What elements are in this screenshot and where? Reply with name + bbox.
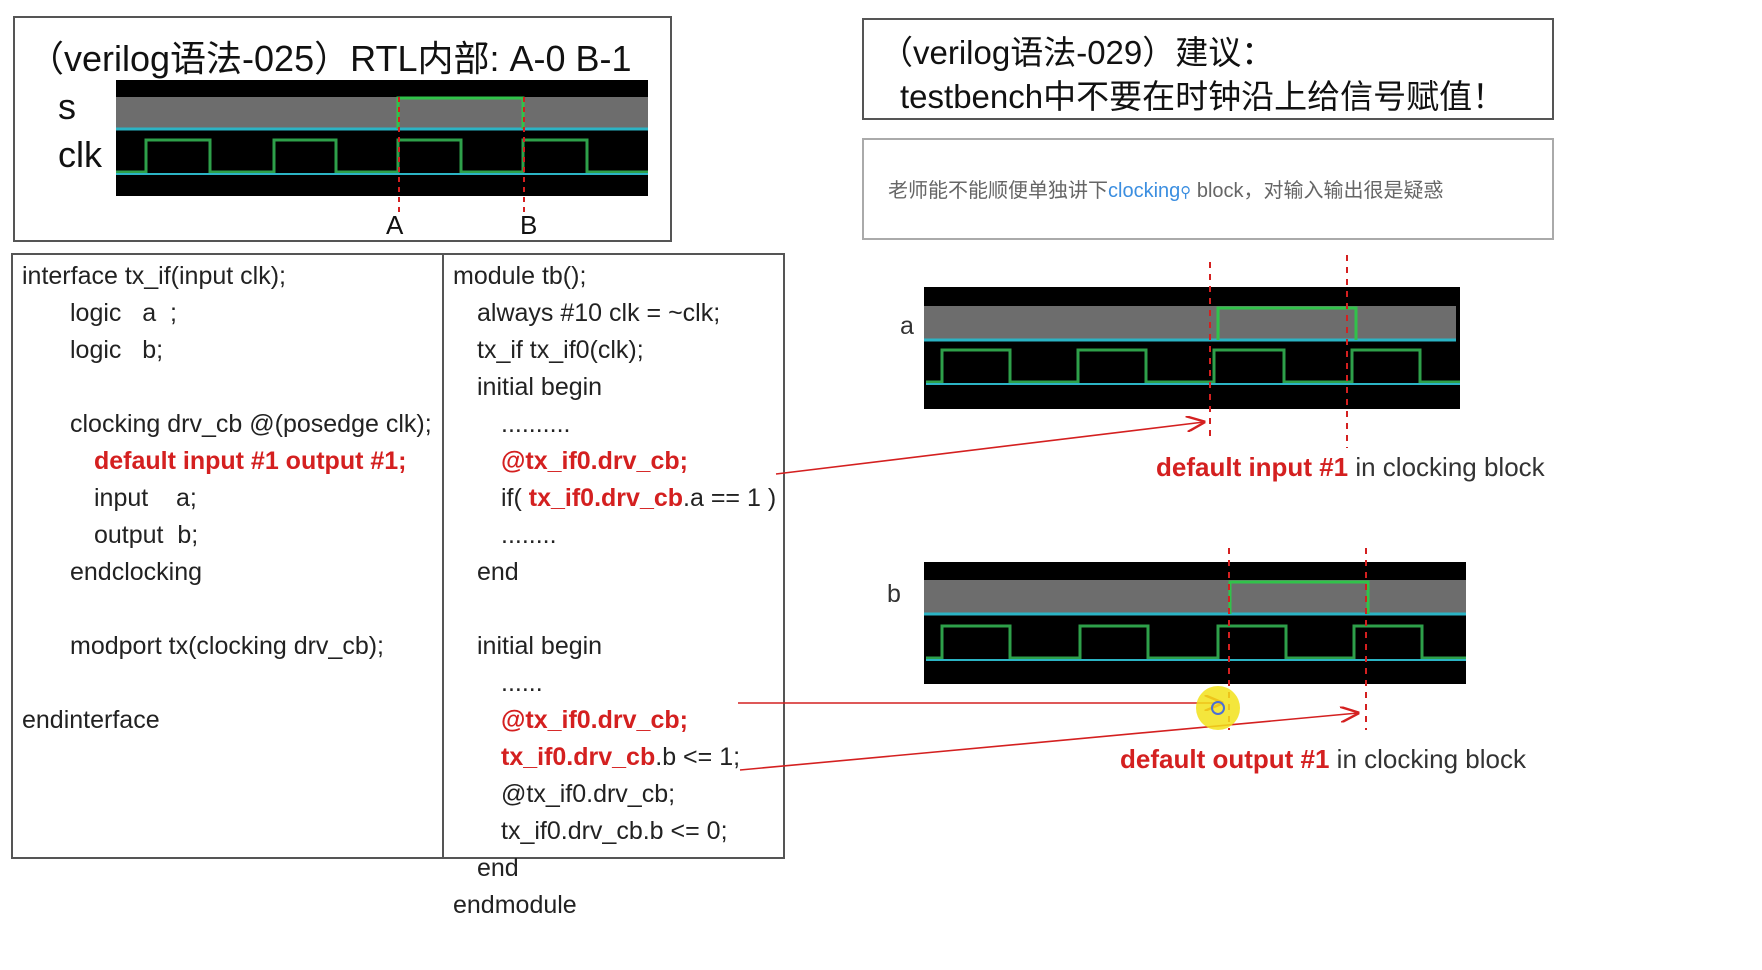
module-code-block: module tb(); always #10 clk = ~clk; tx_if …	[453, 258, 776, 924]
code-line: end	[477, 558, 519, 586]
marker-label-b: B	[520, 210, 538, 240]
caption-default-input: default input #1 in clocking block	[1156, 452, 1545, 483]
wave-b-bus	[924, 580, 1466, 614]
comment-link-clocking[interactable]: clocking	[1108, 180, 1181, 202]
code-line: initial begin	[477, 632, 603, 660]
arrow-if-to-input	[775, 422, 1204, 475]
caption-output-rest: in clocking block	[1329, 744, 1526, 774]
question-comment: 老师能不能顺便单独讲下clocking⚲ block，对输入输出很是疑惑	[888, 174, 1444, 203]
code-line: ........	[501, 521, 557, 549]
code-line: if( tx_if0.drv_cb.a == 1 )	[501, 484, 777, 512]
code-line: module tb();	[453, 262, 587, 290]
code-line: tx_if tx_if0(clk);	[477, 336, 644, 364]
code-line: @tx_if0.drv_cb;	[501, 780, 676, 808]
waveform-b	[924, 562, 1466, 684]
code-line: endclocking	[70, 558, 203, 586]
module-code-panel	[442, 253, 785, 859]
caption-output-bold: default output #1	[1120, 744, 1330, 774]
signal-label-s: s	[58, 86, 76, 127]
suggestion-title: （verilog语法-029）建议：	[880, 34, 1275, 71]
interface-code-block: interface tx_if(input clk); logic a ; logi…	[22, 258, 432, 739]
code-line: initial begin	[477, 373, 603, 401]
rtl-waveform	[116, 80, 648, 212]
caption-input-rest: in clocking block	[1348, 452, 1545, 482]
code-line: logic b;	[70, 336, 164, 364]
code-line: @tx_if0.drv_cb;	[501, 447, 688, 475]
arrow-b0-to-output	[739, 713, 1358, 771]
question-comment-panel	[862, 138, 1554, 240]
code-line: ..........	[501, 410, 571, 438]
comment-prefix: 老师能不能顺便单独讲下	[888, 180, 1108, 202]
wave-label-a: a	[900, 312, 914, 340]
code-line: ......	[501, 669, 543, 697]
suggestion-panel-029	[862, 18, 1554, 120]
code-line: tx_if0.drv_cb.b <= 1;	[501, 743, 741, 771]
rtl-s-high	[396, 96, 525, 129]
wave-a-clk	[926, 348, 1460, 384]
code-line: output b;	[94, 521, 199, 549]
wave-a-bus	[924, 306, 1456, 340]
code-line: interface tx_if(input clk);	[22, 262, 286, 290]
wave-label-b: b	[887, 580, 901, 608]
code-line: modport tx(clocking drv_cb);	[70, 632, 385, 660]
code-line: endinterface	[22, 706, 160, 734]
marker-label-a: A	[386, 210, 404, 240]
caption-input-bold: default input #1	[1156, 452, 1349, 482]
comment-suffix: block，对输入输出很是疑惑	[1191, 180, 1444, 202]
caption-default-output: default output #1 in clocking block	[1120, 744, 1526, 775]
code-line: end	[477, 854, 519, 882]
code-line: endmodule	[453, 891, 577, 919]
wave-a-high	[1216, 306, 1358, 340]
panel-title-025: （verilog语法-025）RTL内部: A-0 B-1	[28, 38, 632, 79]
code-line: clocking drv_cb @(posedge clk);	[70, 410, 432, 438]
code-line: input a;	[94, 484, 197, 512]
signal-label-clk: clk	[58, 134, 102, 175]
cursor-icon	[1211, 701, 1225, 715]
search-icon: ⚲	[1180, 184, 1192, 201]
code-line: @tx_if0.drv_cb;	[501, 706, 688, 734]
wave-a-bg	[924, 287, 1460, 409]
suggestion-text: testbench中不要在时钟沿上给信号赋值！	[900, 78, 1506, 115]
code-line: logic a ;	[70, 299, 177, 327]
code-line: always #10 clk = ~clk;	[477, 299, 721, 327]
waveform-a	[924, 287, 1460, 409]
code-line: default input #1 output #1;	[94, 447, 407, 475]
rtl-s-bus	[116, 97, 648, 129]
rtl-clk-wave	[116, 138, 648, 174]
cursor-highlight	[1196, 686, 1240, 730]
code-line: tx_if0.drv_cb.b <= 0;	[501, 817, 728, 845]
